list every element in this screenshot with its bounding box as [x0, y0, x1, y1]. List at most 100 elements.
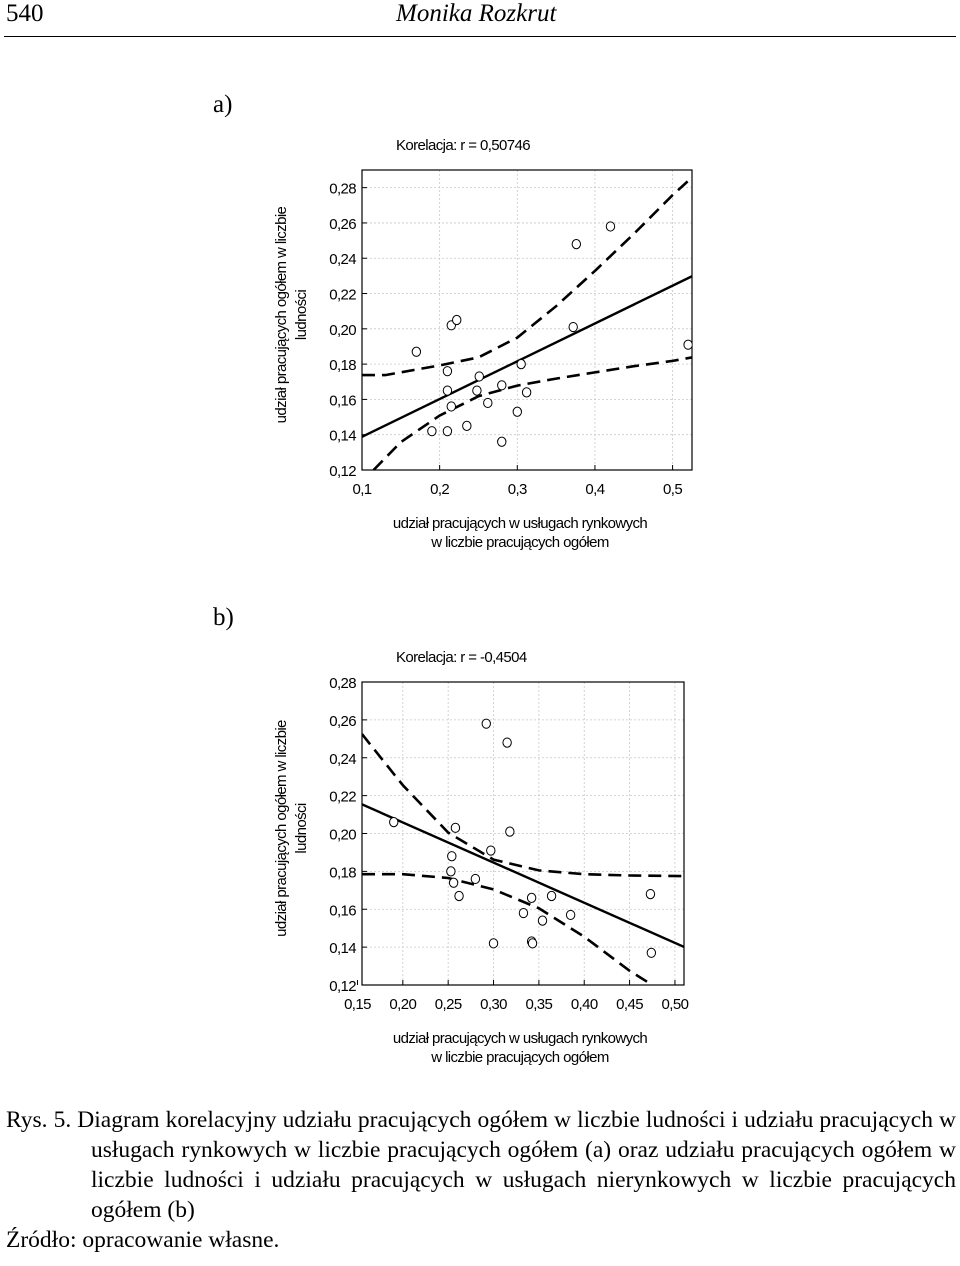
page-number: 540 [6, 0, 44, 27]
x-tick-label: 0,1 [352, 481, 371, 498]
data-point [571, 239, 582, 250]
y-axis-label: udział pracujących ogółem w liczbie [273, 720, 290, 937]
data-point [483, 397, 493, 409]
x-tick-label: 0,50 [662, 996, 689, 1013]
caption-text: Rys. 5. Diagram korelacyjny udziału prac… [6, 1107, 956, 1223]
data-point [565, 909, 576, 921]
x-axis-label: w liczbie pracujących ogółem [430, 534, 609, 551]
data-point [454, 890, 464, 902]
data-point [470, 873, 481, 885]
figure-caption: Rys. 5. Diagram korelacyjny udziału prac… [6, 1105, 956, 1255]
plot-frame [361, 169, 693, 471]
data-point [497, 436, 507, 447]
chart-b: 0,15 0,20 0,25 0,30 0,35 0,40 0,45 0,50 0,12 0,14… [273, 649, 689, 1066]
plot-area [362, 718, 684, 985]
data-point [448, 877, 459, 888]
chart-a: 0,1 0,2 0,3 0,4 0,5 0,12 0,14 0,16 0,18 0,20 0,22 0… [273, 137, 693, 551]
x-tick-label: 0,20 [389, 996, 416, 1013]
y-tick-label: 0,12 [329, 978, 356, 995]
panel-label-b: b) [213, 604, 234, 631]
x-axis-label: w liczbie pracujących ogółem [430, 1049, 609, 1066]
y-tick-label: 0,14 [329, 940, 356, 957]
x-axis-label: udział pracujących w usługach rynkowych [393, 515, 647, 532]
y-tick-label: 0,26 [329, 216, 356, 233]
y-tick-label: 0,22 [329, 287, 356, 304]
data-point [488, 938, 499, 949]
data-point [518, 907, 529, 919]
confidence-band-upper [362, 733, 684, 878]
data-point [472, 385, 482, 396]
y-tick-label: 0,16 [329, 392, 356, 409]
data-point [502, 737, 512, 748]
y-axis-label: ludności [293, 803, 310, 854]
x-axis-label: udział pracujących w usługach rynkowych [393, 1030, 647, 1047]
data-point [427, 426, 437, 437]
data-point [474, 371, 484, 382]
x-tick-label: 0,30 [480, 996, 507, 1013]
data-point [605, 221, 616, 232]
data-point [442, 366, 453, 377]
confidence-band-lower [372, 356, 692, 470]
x-tick-label: 0,35 [525, 996, 552, 1013]
data-point [526, 892, 537, 903]
x-tick-label: 0,25 [435, 996, 462, 1013]
data-point [521, 387, 532, 398]
data-point [442, 385, 453, 396]
data-point [497, 380, 507, 391]
data-point [411, 346, 422, 357]
data-point [568, 321, 578, 333]
regression-line [362, 275, 692, 438]
x-tick-label: 0,3 [508, 481, 527, 498]
y-tick-label: 0,24 [329, 251, 356, 268]
y-axis-label: ludności [293, 290, 310, 341]
x-tick-label: 0,2 [430, 481, 449, 498]
data-point [446, 866, 456, 877]
x-tick-label: 0,5 [663, 481, 682, 498]
y-tick-label: 0,28 [329, 181, 356, 198]
data-point [446, 401, 456, 412]
page-author: Monika Rozkrut [396, 0, 557, 27]
data-point [646, 947, 657, 958]
data-point [452, 314, 462, 326]
data-point [389, 817, 399, 828]
y-tick-label: 0,22 [329, 789, 356, 806]
y-tick-label: 0,20 [329, 322, 356, 339]
y-tick-label: 0,18 [329, 864, 356, 881]
x-tick-label: 0,4 [585, 481, 604, 498]
data-point [505, 826, 515, 837]
y-tick-label: 0,26 [329, 713, 356, 730]
confidence-band-upper [362, 176, 692, 377]
x-tick-label: 0,40 [571, 996, 598, 1013]
y-tick-label: 0,28 [329, 675, 356, 692]
confidence-band-lower [362, 872, 653, 985]
header-rule [4, 36, 956, 37]
y-tick-label: 0,14 [329, 428, 356, 445]
data-point [527, 938, 538, 949]
data-point [462, 420, 472, 431]
regression-line [362, 803, 684, 949]
data-point [481, 718, 491, 729]
data-point [516, 359, 526, 370]
x-tick-label: 0,15 [344, 996, 371, 1013]
y-axis-label: udział pracujących ogółem w liczbie [273, 206, 290, 423]
data-point [447, 851, 457, 862]
data-point [645, 889, 656, 900]
data-point [442, 426, 453, 437]
plot-area [362, 176, 692, 470]
chart-title: Korelacja: r = 0,50746 [396, 137, 530, 154]
data-point [537, 915, 548, 926]
data-point [486, 845, 496, 856]
y-tick-label: 0,20 [329, 827, 356, 844]
panel-label-a: a) [213, 91, 233, 118]
caption-source: Źródło: opracowanie własne. [6, 1227, 280, 1253]
y-tick-label: 0,16 [329, 902, 356, 919]
y-tick-label: 0,12 [329, 463, 356, 480]
y-tick-label: 0,24 [329, 751, 356, 768]
chart-title: Korelacja: r = -0,4504 [396, 649, 527, 666]
x-tick-label: 0,45 [616, 996, 643, 1013]
y-tick-label: 0,18 [329, 357, 356, 374]
data-point [512, 406, 522, 417]
data-point [450, 822, 461, 833]
data-point [683, 339, 692, 350]
data-point [546, 890, 557, 902]
